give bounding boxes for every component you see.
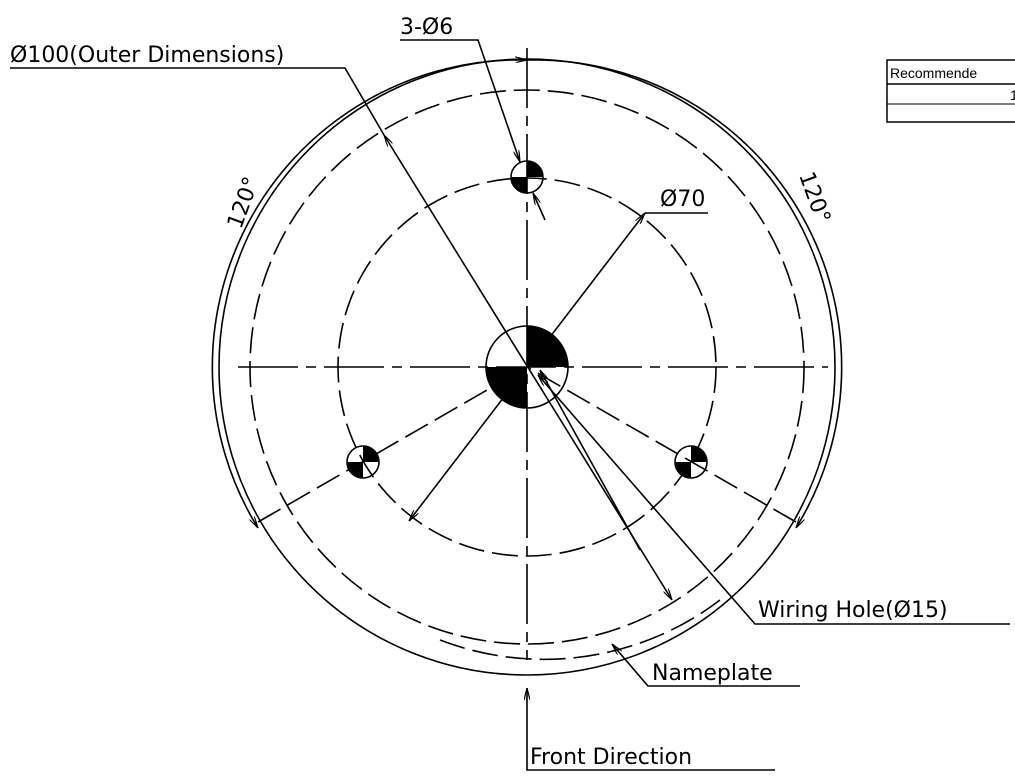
front-leader <box>527 688 775 771</box>
wiring-label: Wiring Hole(Ø15) <box>758 598 948 623</box>
bolt-dim <box>408 212 646 522</box>
holes-leader <box>400 39 521 162</box>
outer-label: Ø100(Outer Dimensions) <box>10 43 284 68</box>
hole-top <box>510 160 544 194</box>
table-value: 1 <box>1010 87 1015 103</box>
table-header: Recommende <box>890 65 977 81</box>
bolt-circle-label: Ø70 <box>660 187 705 212</box>
outer-leader <box>10 67 385 136</box>
angle-arc-left <box>211 60 527 528</box>
front-label: Front Direction <box>530 745 692 770</box>
nameplate-label: Nameplate <box>652 661 773 686</box>
hole-left <box>346 445 380 479</box>
wiring-dim <box>539 370 641 551</box>
angle-right-label: 120° <box>793 169 835 227</box>
nameplate-arc <box>439 599 721 661</box>
geometry <box>218 48 836 676</box>
table: Recommende 1 <box>886 59 1015 123</box>
dimensions <box>10 39 1010 771</box>
holes-label: 3-Ø6 <box>400 15 453 40</box>
angle-left-label: 120° <box>223 174 265 232</box>
holes-arrow <box>532 193 546 221</box>
wiring-leader <box>537 374 1010 625</box>
angle-arc-right <box>526 59 843 528</box>
hole-right <box>674 445 708 479</box>
nameplate-leader <box>611 643 800 687</box>
